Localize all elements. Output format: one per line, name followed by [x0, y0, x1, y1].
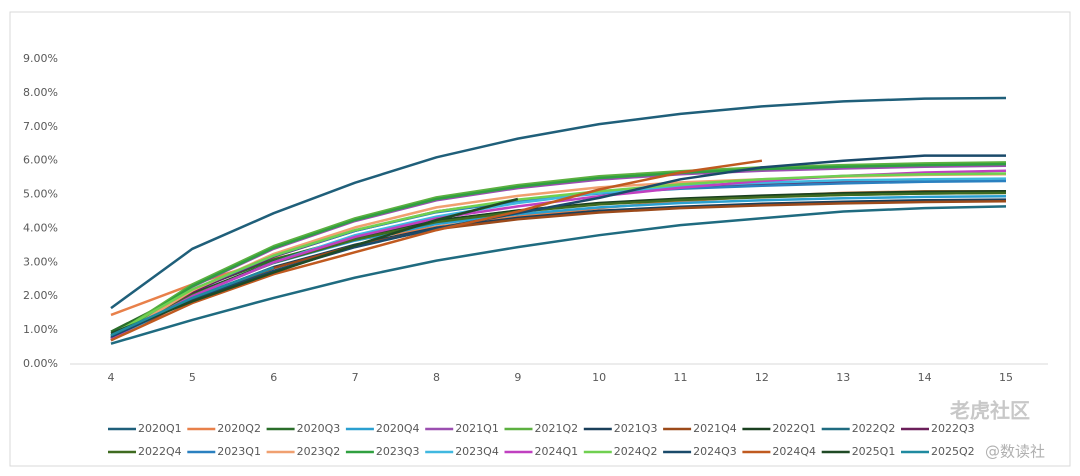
legend-label: 2023Q3 — [376, 445, 420, 458]
legend-label: 2020Q3 — [297, 422, 341, 435]
legend-label: 2023Q4 — [455, 445, 499, 458]
x-tick-label: 14 — [918, 371, 932, 384]
x-tick-label: 8 — [433, 371, 440, 384]
series-line — [110, 96, 1007, 310]
legend-label: 2025Q2 — [931, 445, 975, 458]
x-tick-label: 6 — [270, 371, 277, 384]
legend-label: 2021Q3 — [614, 422, 658, 435]
y-tick-label: 1.00% — [23, 323, 58, 336]
x-tick-label: 5 — [189, 371, 196, 384]
y-tick-label: 6.00% — [23, 154, 58, 167]
legend-label: 2020Q2 — [217, 422, 261, 435]
watermark: @数读社 — [985, 443, 1045, 461]
legend-label: 2024Q4 — [772, 445, 816, 458]
legend-label: 2024Q1 — [535, 445, 579, 458]
legend-label: 2022Q1 — [772, 422, 816, 435]
series-line — [110, 159, 763, 342]
legend-label: 2020Q1 — [138, 422, 182, 435]
x-tick-label: 7 — [352, 371, 359, 384]
series-line — [110, 172, 1007, 337]
legend-label: 2021Q1 — [455, 422, 499, 435]
legend-label: 2021Q4 — [693, 422, 737, 435]
legend-label: 2022Q4 — [138, 445, 182, 458]
legend-label: 2020Q4 — [376, 422, 420, 435]
y-tick-label: 5.00% — [23, 188, 58, 201]
x-tick-label: 9 — [514, 371, 521, 384]
x-tick-label: 13 — [836, 371, 850, 384]
chart-frame — [9, 11, 1071, 467]
legend-label: 2025Q1 — [852, 445, 896, 458]
y-tick-label: 4.00% — [23, 221, 58, 234]
y-tick-label: 8.00% — [23, 86, 58, 99]
watermark: 老虎社区 — [950, 399, 1030, 423]
legend-label: 2022Q2 — [852, 422, 896, 435]
legend-label: 2023Q1 — [217, 445, 261, 458]
y-tick-label: 3.00% — [23, 255, 58, 268]
series-line — [110, 161, 1007, 338]
series-line — [110, 197, 519, 335]
legend-label: 2024Q2 — [614, 445, 658, 458]
x-tick-label: 12 — [755, 371, 769, 384]
y-tick-label: 7.00% — [23, 120, 58, 133]
series-line — [110, 205, 1007, 345]
x-tick-label: 10 — [592, 371, 606, 384]
x-tick-label: 4 — [108, 371, 115, 384]
y-tick-label: 2.00% — [23, 289, 58, 302]
x-tick-label: 11 — [674, 371, 688, 384]
legend-label: 2022Q3 — [931, 422, 975, 435]
series-line — [110, 154, 1006, 339]
series-line — [110, 266, 275, 337]
series-line — [110, 162, 1007, 340]
legend-label: 2023Q2 — [297, 445, 341, 458]
y-tick-label: 9.00% — [23, 52, 58, 65]
legend-label: 2021Q2 — [535, 422, 579, 435]
legend-label: 2024Q3 — [693, 445, 737, 458]
y-tick-label: 0.00% — [23, 357, 58, 370]
x-tick-label: 15 — [999, 371, 1013, 384]
